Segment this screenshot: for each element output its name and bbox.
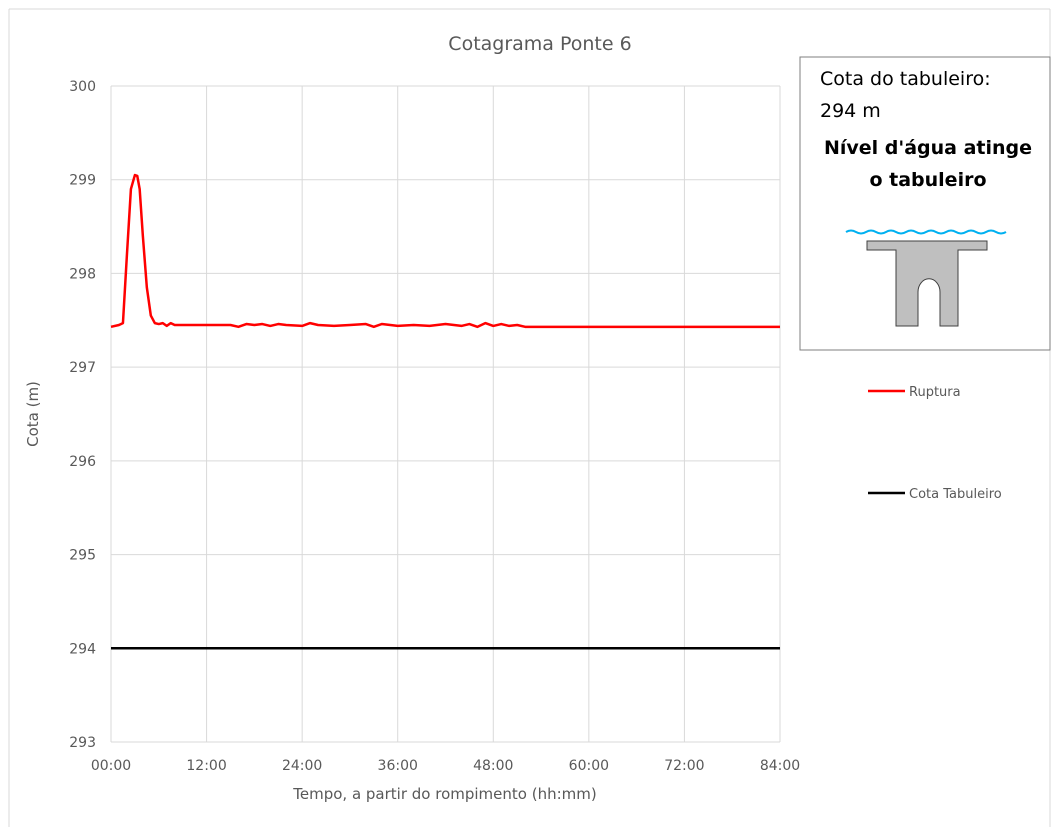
annotation-text: 294 m — [820, 100, 881, 122]
series-line — [110, 173, 780, 329]
bridge-icon — [866, 240, 988, 327]
y-tick-label: 295 — [69, 548, 96, 564]
legend-label: Ruptura — [909, 385, 961, 400]
x-tick-label: 84:00 — [760, 758, 800, 774]
annotation-box — [799, 56, 1051, 351]
y-tick-label: 300 — [69, 79, 96, 95]
x-axis-title: Tempo, a partir do rompimento (hh:mm) — [292, 785, 596, 803]
y-tick-label: 294 — [69, 641, 96, 657]
annotation-text: Nível d'água atinge — [824, 137, 1032, 159]
x-tick-label: 12:00 — [186, 758, 226, 774]
x-tick-label: 72:00 — [664, 758, 704, 774]
annotation-text: o tabuleiro — [869, 169, 986, 191]
y-axis-title: Cota (m) — [24, 381, 42, 447]
water-icon — [845, 229, 1007, 235]
y-tick-label: 298 — [69, 266, 96, 282]
grid — [110, 85, 781, 743]
x-tick-label: 36:00 — [378, 758, 418, 774]
y-tick-label: 299 — [69, 173, 96, 189]
x-tick-label: 24:00 — [282, 758, 322, 774]
x-tick-label: 60:00 — [569, 758, 609, 774]
annotation-text: Cota do tabuleiro: — [820, 68, 991, 90]
x-tick-label: 48:00 — [473, 758, 513, 774]
chart-title: Cotagrama Ponte 6 — [448, 33, 631, 55]
y-tick-label: 297 — [69, 360, 96, 376]
x-tick-label: 00:00 — [91, 758, 131, 774]
y-tick-label: 296 — [69, 454, 96, 470]
plot-area — [110, 173, 780, 650]
legend-label: Cota Tabuleiro — [909, 487, 1002, 502]
y-tick-label: 293 — [69, 735, 96, 751]
